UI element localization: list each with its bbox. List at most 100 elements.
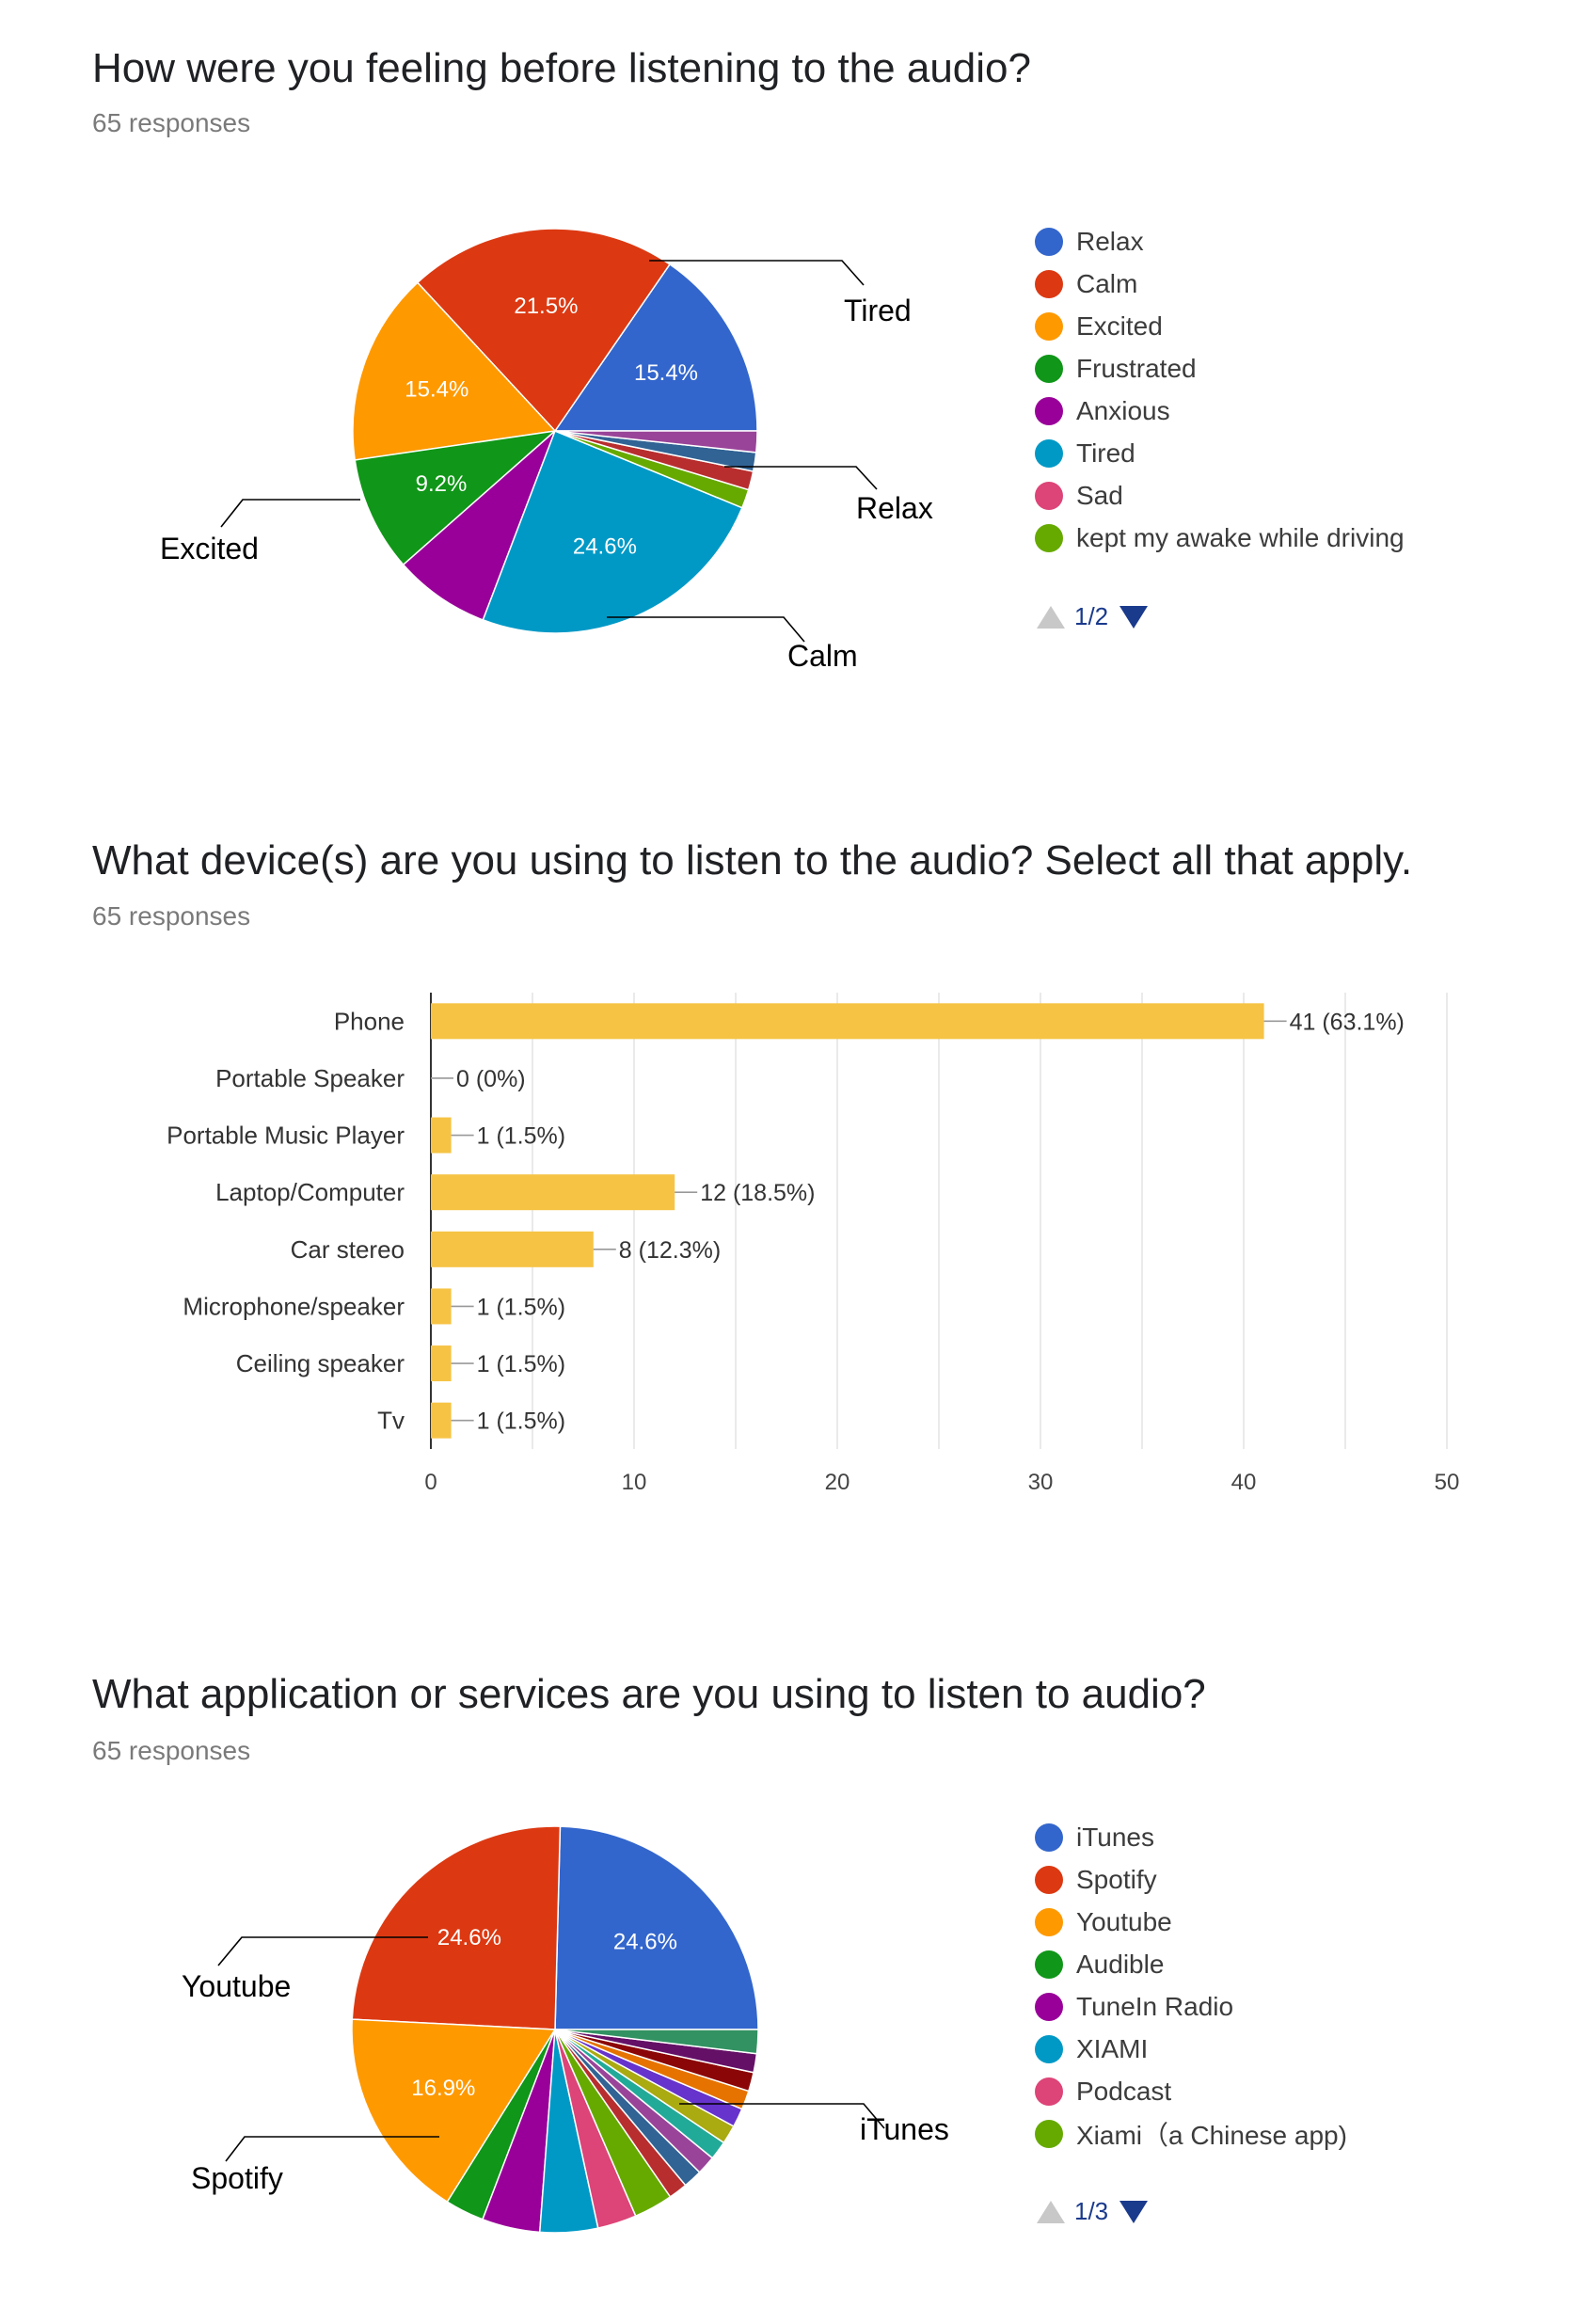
legend-swatch-icon [1035,481,1063,510]
bar-category-label: Ceiling speaker [236,1349,405,1377]
legend-item-podcast[interactable]: Podcast [1035,2070,1347,2112]
bar-value-label: 1 (1.5%) [477,1123,565,1150]
pager-down-arrow-icon[interactable] [1119,2200,1149,2223]
bar-category-label: Microphone/speaker [183,1292,405,1320]
legend-swatch-icon [1035,1992,1063,2021]
apps-section: What application or services are you usi… [0,1600,1572,2324]
callout-line-tired [649,260,865,286]
legend-swatch-icon [1035,438,1063,468]
slice-label-relax: 15.4% [634,360,698,386]
legend-item-excited[interactable]: Excited [1035,305,1405,347]
x-tick-label: 20 [825,1470,850,1495]
legend-item-anxious[interactable]: Anxious [1035,390,1405,432]
bar-category-label: Laptop/Computer [215,1178,405,1206]
bar-car-stereo[interactable] [431,1231,594,1267]
pager-down-arrow-icon[interactable] [1119,605,1149,629]
callout-line-youtube [217,1936,428,1966]
bar-laptop-computer[interactable] [431,1174,675,1211]
feeling-legend-pager[interactable]: 1/2 [1037,602,1149,631]
legend-label: Sad [1076,480,1123,510]
legend-item-itunes[interactable]: iTunes [1035,1816,1347,1858]
pie-slice-relax[interactable] [553,263,758,432]
apps-legend-pager[interactable]: 1/3 [1037,2197,1149,2226]
x-tick-label: 10 [622,1470,647,1495]
callout-excited: Excited [160,532,259,565]
bar-category-label: Portable Speaker [215,1064,405,1092]
apps-pie-chart: 24.6% 24.6% 16.9% Youtube Spotify iTunes [182,1825,949,2234]
device-question-title: What device(s) are you using to listen t… [92,837,1413,883]
feeling-section: How were you feeling before listening to… [0,0,1572,753]
pie-slice-frustrated[interactable] [354,429,558,566]
device-section: What device(s) are you using to listen t… [0,790,1572,1571]
bar-tv[interactable] [431,1402,452,1439]
legend-item-xiami-a-chinese-app[interactable]: Xiami（a Chinese app) [1035,2112,1347,2155]
pager-text: 1/2 [1074,602,1109,630]
pie-slice-excited[interactable] [352,281,557,461]
legend-item-youtube[interactable]: Youtube [1035,1901,1347,1943]
pager-up-arrow-icon[interactable] [1037,605,1065,629]
callout-line-calm [607,616,805,643]
legend-swatch-icon [1035,227,1063,256]
pie-slice-calm[interactable] [416,228,672,433]
legend-item-kept-my-awake-while-driving[interactable]: kept my awake while driving [1035,517,1405,559]
bar-ceiling-speaker[interactable] [431,1345,452,1382]
bar-phone[interactable] [431,1003,1264,1040]
callout-line-excited [220,499,360,528]
legend-label: Excited [1076,310,1163,341]
callout-itunes: iTunes [860,2112,949,2146]
apps-response-count: 65 responses [92,1736,251,1765]
slice-label-itunes: 24.6% [613,1930,677,1955]
legend-item-tunein-radio[interactable]: TuneIn Radio [1035,1985,1347,2028]
bar-value-label: 41 (63.1%) [1290,1009,1405,1035]
callout-line-itunes [679,2103,885,2129]
legend-swatch-icon [1035,523,1063,552]
legend-label: Calm [1076,268,1138,298]
legend-swatch-icon [1035,2119,1063,2148]
callout-tired: Tired [844,294,912,327]
x-tick-label: 40 [1231,1470,1257,1495]
legend-item-spotify[interactable]: Spotify [1035,1858,1347,1901]
callout-spotify: Spotify [191,2161,283,2195]
legend-label: Podcast [1076,2076,1172,2106]
pie-slice-anxious[interactable] [402,430,556,621]
legend-item-audible[interactable]: Audible [1035,1943,1347,1985]
pie-slice-youtube[interactable] [351,2018,557,2204]
legend-label: Relax [1076,226,1144,256]
bar-value-label: 1 (1.5%) [477,1409,565,1435]
legend-swatch-icon [1035,1865,1063,1894]
slice-label-spotify: 24.6% [437,1925,501,1950]
bar-value-label: 0 (0%) [456,1066,526,1092]
legend-item-calm[interactable]: Calm [1035,263,1405,305]
bar-value-label: 8 (12.3%) [619,1237,721,1264]
callout-relax: Relax [856,491,933,525]
legend-label: Spotify [1076,1864,1157,1894]
apps-legend: iTunes Spotify Youtube Audible TuneIn Radio X… [1035,1816,1347,2155]
legend-swatch-icon [1035,1950,1063,1979]
legend-swatch-icon [1035,2034,1063,2063]
legend-label: iTunes [1076,1822,1155,1852]
bar-portable-music-player[interactable] [431,1117,452,1154]
legend-label: Tired [1076,438,1135,468]
legend-label: Audible [1076,1949,1165,1979]
callout-line-spotify [225,2136,439,2162]
device-response-count: 65 responses [92,901,251,931]
legend-item-xiami[interactable]: XIAMI [1035,2028,1347,2070]
bar-value-label: 1 (1.5%) [477,1294,565,1320]
legend-label: Frustrated [1076,353,1197,383]
legend-item-frustrated[interactable]: Frustrated [1035,347,1405,390]
legend-item-relax[interactable]: Relax [1035,220,1405,263]
legend-item-sad[interactable]: Sad [1035,474,1405,517]
pie-slice-spotify[interactable] [351,1825,562,2030]
bar-category-label: Car stereo [291,1235,405,1264]
slice-label-youtube: 16.9% [411,2076,475,2101]
pie-slice-other-9[interactable] [554,430,758,454]
pie-slice-other-17[interactable] [554,2029,759,2055]
legend-swatch-icon [1035,1907,1063,1936]
bar-category-label: Portable Music Player [167,1122,405,1150]
legend-item-tired[interactable]: Tired [1035,432,1405,474]
bar-microphone-speaker[interactable] [431,1288,452,1325]
slice-label-tired: 24.6% [573,533,637,559]
x-tick-label: 50 [1435,1470,1460,1495]
pie-slice-itunes[interactable] [554,1825,759,2030]
pager-up-arrow-icon[interactable] [1037,2200,1065,2223]
